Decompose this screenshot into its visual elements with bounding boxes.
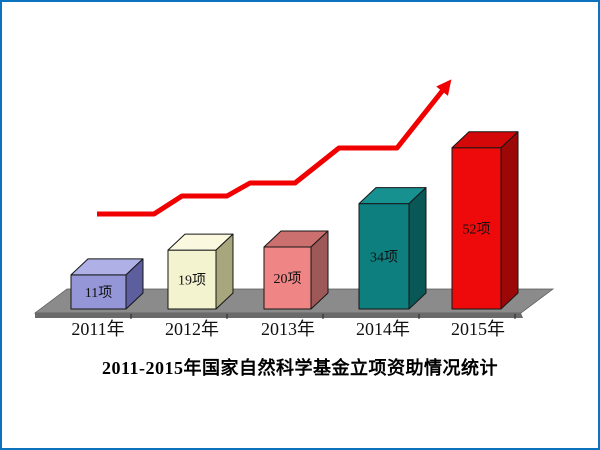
trend-arrow [97,79,452,217]
bar-value-label: 20项 [274,272,302,287]
bar-value-label: 11项 [85,286,112,301]
bar-side-2012年 [215,233,234,310]
bar-side-2014年 [408,187,427,310]
bar-value-label: 34项 [370,250,398,265]
chart-floor-edge [35,313,523,318]
bar-side-2013年 [310,230,329,310]
bar-value-label: 52项 [463,222,491,237]
category-label: 2013年 [261,319,315,339]
bar-value-label: 19项 [178,274,206,289]
chart-title: 2011-2015年国家自然科学基金立项资助情况统计 [102,358,498,378]
bar-side-2015年 [500,131,519,310]
category-label: 2014年 [356,319,410,339]
category-label: 2012年 [165,319,219,339]
category-label: 2015年 [451,319,505,339]
bar-side-2011年 [125,258,144,310]
category-label: 2011年 [71,319,124,339]
